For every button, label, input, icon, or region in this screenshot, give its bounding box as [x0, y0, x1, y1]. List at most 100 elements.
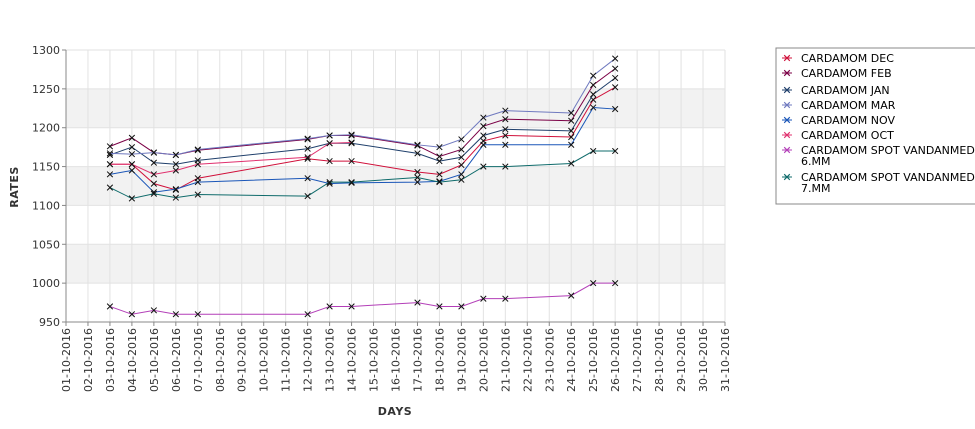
data-point-marker [304, 175, 311, 182]
data-point-marker [304, 135, 311, 142]
legend-label: CARDAMOM SPOT VANDANMEDU [801, 171, 975, 184]
x-tick-label: 31-10-2016 [719, 328, 732, 392]
x-tick-label: 21-10-2016 [499, 328, 512, 392]
x-axis-title: DAYS [378, 405, 412, 418]
data-point-marker [194, 147, 201, 154]
data-point-marker [414, 174, 421, 181]
data-point-marker [502, 107, 509, 114]
x-axis-ticks: 01-10-2016 02-10-2016 03-10-2016 04-10-2016… [60, 322, 732, 392]
series-4 [106, 55, 619, 159]
data-point-marker [150, 190, 158, 197]
series-line [109, 77, 616, 165]
data-point-marker [150, 171, 158, 178]
data-point-marker [458, 161, 465, 169]
data-point-marker [128, 143, 136, 151]
data-point-marker [590, 91, 597, 98]
series-line [109, 86, 616, 191]
data-point-marker [348, 179, 355, 187]
data-point-marker [304, 145, 311, 152]
data-point-marker [436, 303, 443, 310]
data-point-marker [194, 178, 201, 186]
data-point-marker [458, 303, 465, 310]
x-tick-label: 26-10-2016 [609, 328, 622, 392]
y-tick-label: 1250 [32, 83, 60, 96]
x-tick-label: 04-10-2016 [126, 328, 139, 392]
data-point-marker [458, 176, 465, 183]
data-point-marker [326, 132, 333, 139]
x-tick-label: 25-10-2016 [587, 328, 600, 392]
legend-label: CARDAMOM FEB [801, 67, 892, 80]
data-point-marker [568, 117, 575, 124]
legend-label: 6.MM [801, 155, 830, 168]
data-point-marker [128, 195, 136, 202]
data-point-marker [502, 163, 509, 170]
series-6 [106, 139, 355, 178]
data-point-marker [326, 140, 333, 147]
legend-item: CARDAMOM FEB [782, 67, 892, 80]
x-tick-label: 07-10-2016 [192, 328, 205, 392]
data-point-marker [172, 311, 179, 318]
data-point-marker [128, 134, 136, 141]
data-point-marker [106, 161, 114, 168]
data-point-marker [414, 299, 421, 306]
y-tick-label: 1200 [32, 122, 60, 135]
data-point-marker [194, 161, 201, 168]
series-3 [106, 74, 619, 168]
data-point-marker [590, 104, 597, 111]
data-point-marker [436, 153, 443, 160]
data-point-marker [414, 150, 421, 157]
data-point-marker [502, 295, 509, 302]
series-layer [106, 55, 619, 318]
y-tick-label: 1050 [32, 238, 60, 251]
data-point-marker [414, 168, 421, 176]
y-axis-title: RATES [8, 166, 21, 208]
data-point-marker [480, 114, 487, 121]
data-point-marker [612, 84, 619, 91]
legend-label: CARDAMOM OCT [801, 129, 894, 142]
x-tick-label: 10-10-2016 [258, 328, 271, 392]
data-point-marker [502, 132, 509, 139]
data-point-marker [568, 127, 575, 134]
data-point-marker [590, 147, 597, 155]
x-tick-label: 24-10-2016 [565, 328, 578, 392]
data-point-marker [480, 132, 487, 139]
data-point-marker [106, 143, 114, 150]
x-tick-label: 09-10-2016 [236, 328, 249, 392]
data-point-marker [194, 191, 201, 198]
data-point-marker [458, 136, 465, 143]
data-point-marker [326, 178, 333, 186]
legend-label: CARDAMOM SPOT VANDANMEDU [801, 144, 975, 157]
data-point-marker [194, 146, 201, 153]
data-point-marker [150, 180, 158, 187]
legend-item: CARDAMOM MAR [782, 99, 896, 112]
data-point-marker [348, 131, 355, 138]
data-point-marker [172, 151, 179, 159]
x-tick-label: 17-10-2016 [411, 328, 424, 392]
data-point-marker [304, 154, 311, 161]
data-point-marker [150, 159, 158, 166]
data-point-marker [568, 160, 575, 167]
data-point-marker [612, 74, 619, 82]
y-tick-label: 1000 [32, 277, 60, 290]
data-point-marker [458, 171, 465, 178]
y-tick-label: 1300 [32, 44, 60, 57]
legend-item: CARDAMOM JAN [782, 84, 890, 97]
data-point-marker [106, 171, 114, 178]
data-point-marker [172, 161, 179, 168]
data-point-marker [436, 143, 443, 151]
y-axis-ticks: 950 1000 1050 1100 1150 1200 1250 1300 [32, 44, 66, 329]
legend-label: CARDAMOM DEC [801, 52, 894, 65]
data-point-marker [172, 185, 179, 193]
y-tick-label: 1150 [32, 161, 60, 174]
x-tick-label: 14-10-2016 [346, 328, 359, 392]
data-point-marker [172, 167, 179, 174]
x-tick-label: 27-10-2016 [631, 328, 644, 392]
data-point-marker [612, 279, 619, 287]
data-point-marker [348, 139, 355, 146]
data-point-marker [128, 167, 136, 174]
data-point-marker [568, 133, 575, 141]
legend-frame [775, 47, 975, 205]
data-point-marker [590, 279, 597, 287]
series-line [109, 150, 616, 199]
